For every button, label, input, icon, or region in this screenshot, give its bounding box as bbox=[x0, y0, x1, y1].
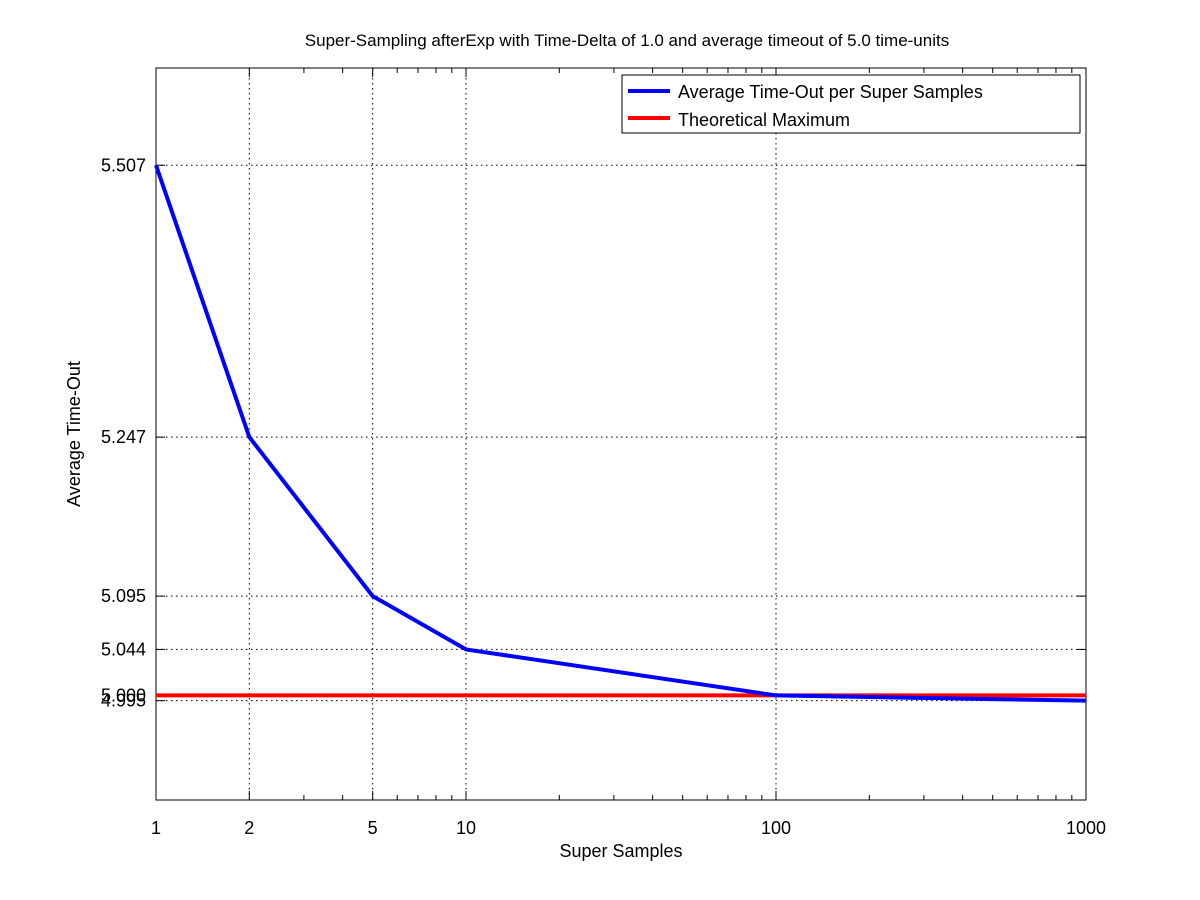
x-tick-label: 2 bbox=[244, 818, 254, 838]
y-tick-label: 5.247 bbox=[101, 427, 146, 447]
plot-area-frame bbox=[155, 67, 1087, 801]
y-tick-label: 5.507 bbox=[101, 155, 146, 175]
legend: Average Time-Out per Super Samples Theor… bbox=[621, 74, 1081, 134]
grid-lines bbox=[156, 68, 1086, 800]
y-tick-label: 5.095 bbox=[101, 586, 146, 606]
legend-box bbox=[621, 74, 1081, 134]
y-tick-label: 5.000 bbox=[101, 685, 146, 705]
x-axis-label: Super Samples bbox=[559, 841, 682, 861]
y-axis-label: Average Time-Out bbox=[64, 361, 84, 507]
x-tick-label: 1000 bbox=[1066, 818, 1106, 838]
x-tick-label: 1 bbox=[151, 818, 161, 838]
series-lines bbox=[154, 164, 1087, 703]
y-tick-label: 5.044 bbox=[101, 639, 146, 659]
legend-label-theoretical: Theoretical Maximum bbox=[678, 110, 850, 130]
y-tick-label: 4.995 bbox=[101, 691, 146, 711]
series-line-average-timeout bbox=[154, 164, 1087, 703]
x-tick-label: 100 bbox=[761, 818, 791, 838]
axis-ticks bbox=[155, 68, 1087, 800]
legend-label-average: Average Time-Out per Super Samples bbox=[678, 82, 983, 102]
x-tick-label: 5 bbox=[368, 818, 378, 838]
chart-title: Super-Sampling afterExp with Time-Delta … bbox=[305, 31, 949, 50]
x-tick-label: 10 bbox=[456, 818, 476, 838]
